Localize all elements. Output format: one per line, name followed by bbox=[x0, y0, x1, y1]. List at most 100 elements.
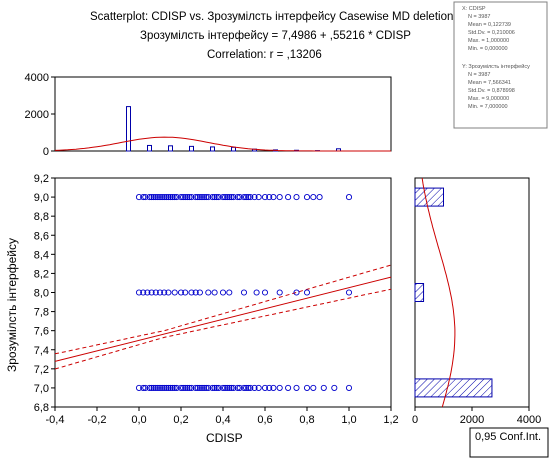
data-point bbox=[171, 194, 178, 201]
top-histogram-bar bbox=[210, 146, 215, 152]
data-point bbox=[205, 289, 212, 296]
data-point bbox=[303, 384, 311, 391]
data-point bbox=[135, 194, 143, 201]
y-tick-label: 7,4 bbox=[34, 345, 49, 357]
data-point bbox=[150, 384, 157, 391]
data-point bbox=[186, 384, 193, 391]
data-point bbox=[184, 194, 191, 201]
data-point bbox=[266, 384, 273, 391]
data-point bbox=[228, 384, 235, 391]
data-point bbox=[152, 289, 159, 296]
data-point bbox=[194, 384, 201, 391]
data-point bbox=[169, 384, 176, 391]
data-point bbox=[211, 384, 218, 391]
stats-line: Min. = 7,000000 bbox=[468, 104, 508, 110]
scatter-plot: -0,4 -0,2 0,0 0,2 0,4 0,6 0,8 1,0 1,2 6,8 7,0 7,2 7,… bbox=[34, 173, 399, 426]
stats-line: Std.Dv. = 0,210006 bbox=[468, 30, 515, 36]
x-tick-label: 0,2 bbox=[173, 414, 188, 426]
data-point bbox=[245, 384, 252, 391]
conf-band-lower bbox=[54, 288, 392, 370]
data-point bbox=[222, 384, 229, 391]
data-point bbox=[163, 384, 170, 391]
data-point bbox=[226, 194, 233, 201]
data-point bbox=[146, 194, 153, 201]
stats-line: N = 3987 bbox=[468, 14, 490, 20]
data-point bbox=[167, 384, 174, 391]
x-tick-label: 0,8 bbox=[299, 414, 314, 426]
data-point bbox=[261, 384, 269, 391]
data-point bbox=[211, 194, 218, 201]
data-point bbox=[230, 194, 237, 201]
data-point bbox=[230, 384, 237, 391]
data-point bbox=[156, 384, 164, 391]
data-point bbox=[247, 384, 254, 391]
stats-var-name: X: CDISP bbox=[462, 6, 486, 12]
data-point bbox=[215, 384, 222, 391]
data-point bbox=[247, 194, 254, 201]
right-histogram: 0 2000 4000 bbox=[412, 177, 541, 426]
title-line-2: Зрозумілсть інтерфейсу = 7,4986 + ,55216… bbox=[140, 30, 411, 42]
data-point bbox=[142, 384, 149, 391]
data-point bbox=[161, 194, 168, 201]
right-histogram-bar bbox=[414, 187, 444, 207]
data-point bbox=[224, 194, 231, 201]
data-point bbox=[255, 384, 262, 391]
data-point bbox=[173, 384, 180, 391]
data-point bbox=[209, 194, 216, 201]
data-point bbox=[159, 384, 166, 391]
data-point bbox=[228, 194, 235, 201]
data-point bbox=[135, 289, 143, 296]
data-point bbox=[253, 289, 260, 296]
x-tick-label: 1,2 bbox=[383, 414, 398, 426]
y-tick-label: 8,6 bbox=[34, 230, 49, 242]
data-point bbox=[188, 289, 195, 296]
data-point bbox=[285, 194, 292, 201]
data-point bbox=[198, 194, 206, 201]
data-point bbox=[293, 194, 300, 201]
data-point bbox=[152, 384, 159, 391]
data-point bbox=[236, 194, 243, 201]
data-point bbox=[310, 194, 317, 201]
data-point bbox=[186, 194, 193, 201]
data-point bbox=[234, 194, 241, 201]
data-point bbox=[192, 194, 199, 201]
stats-line: Max. = 9,000000 bbox=[468, 96, 509, 102]
x-tick-label: 0,0 bbox=[131, 414, 146, 426]
stats-line: Mean = 7,566341 bbox=[468, 80, 511, 86]
data-point bbox=[196, 194, 203, 201]
data-point bbox=[331, 384, 338, 391]
data-point bbox=[293, 289, 300, 296]
y-axis-label: Зрозумілсть інтерфейсу bbox=[5, 238, 19, 372]
data-point bbox=[180, 194, 187, 201]
data-point bbox=[196, 384, 203, 391]
data-point bbox=[310, 384, 317, 391]
data-point bbox=[224, 384, 231, 391]
y-tick-label: 9,0 bbox=[34, 192, 49, 204]
data-point bbox=[142, 194, 149, 201]
data-point bbox=[154, 384, 161, 391]
data-point bbox=[177, 289, 185, 296]
data-point bbox=[215, 194, 222, 201]
right-histogram-bar bbox=[414, 283, 425, 302]
data-point bbox=[165, 384, 172, 391]
data-point bbox=[211, 289, 218, 296]
data-point bbox=[245, 194, 252, 201]
stats-box: X: CDISP N = 3987 Mean = 0,122739 Std.Dv. =… bbox=[453, 1, 548, 129]
x-tick-label: 1,0 bbox=[341, 414, 356, 426]
y-tick-label: 8,8 bbox=[34, 211, 49, 223]
x-axis-label: CDISP bbox=[206, 431, 243, 445]
data-point bbox=[140, 384, 147, 391]
data-point bbox=[177, 384, 185, 391]
y-tick-label: 6,8 bbox=[34, 402, 49, 414]
conf-band-upper bbox=[54, 264, 392, 355]
data-point bbox=[303, 194, 311, 201]
data-point bbox=[345, 194, 353, 201]
top-histogram-bar bbox=[126, 106, 131, 152]
x-tick-label: -0,2 bbox=[88, 414, 107, 426]
data-point bbox=[270, 384, 277, 391]
conf-int-legend: 0,95 Conf.Int. bbox=[469, 427, 549, 458]
data-point bbox=[192, 289, 199, 296]
data-point bbox=[156, 194, 164, 201]
data-point bbox=[194, 194, 201, 201]
